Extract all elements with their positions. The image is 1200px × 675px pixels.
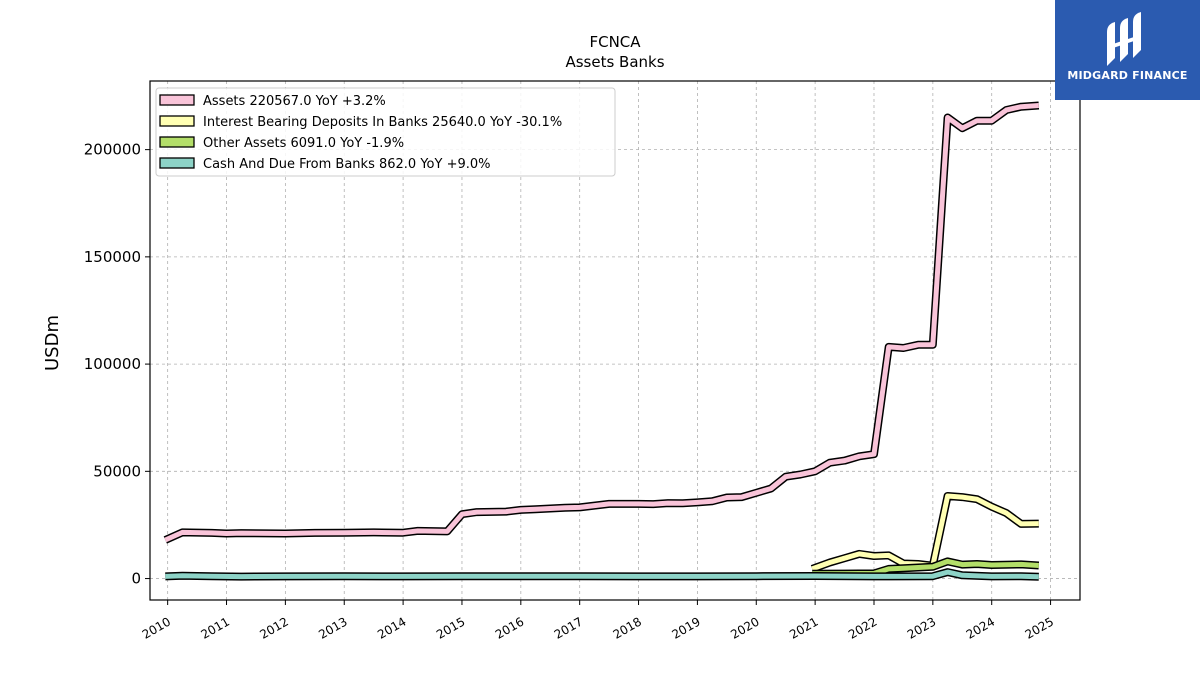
x-tick-label: 2019 <box>669 614 702 641</box>
x-tick-label: 2016 <box>493 614 526 641</box>
x-tick-label: 2011 <box>199 614 232 641</box>
legend-label: Other Assets 6091.0 YoY -1.9% <box>203 136 404 151</box>
y-axis-label: USDm <box>42 315 63 371</box>
legend-label: Cash And Due From Banks 862.0 YoY +9.0% <box>203 157 491 172</box>
y-tick-label: 200000 <box>84 141 141 159</box>
x-tick-label: 2020 <box>728 614 761 641</box>
x-tick-label: 2025 <box>1023 614 1056 641</box>
legend-label: Interest Bearing Deposits In Banks 25640… <box>203 115 562 130</box>
series-1 <box>810 492 1039 573</box>
chart-title: FCNCA <box>589 33 641 51</box>
logo-mark-icon <box>1107 12 1141 66</box>
x-tick-label: 2015 <box>434 614 467 641</box>
x-tick-label: 2012 <box>257 614 290 641</box>
x-tick-label: 2013 <box>316 614 349 641</box>
legend-box <box>155 87 616 177</box>
series-2 <box>812 557 1040 578</box>
x-tick-label: 2024 <box>964 614 997 641</box>
x-tick-label: 2018 <box>611 614 644 641</box>
legend-swatch <box>159 94 195 106</box>
y-tick-label: 150000 <box>84 248 141 266</box>
y-tick-label: 0 <box>131 570 141 588</box>
legend: Assets 220567.0 YoY +3.2% Interest Bearin… <box>155 87 616 177</box>
legend-swatch <box>159 136 195 148</box>
x-tick-label: 2014 <box>375 614 408 641</box>
x-tick-label: 2010 <box>140 614 173 641</box>
series-3 <box>165 568 1039 581</box>
legend-swatch <box>159 115 195 127</box>
series-line <box>164 103 1039 543</box>
y-tick-label: 50000 <box>93 462 141 480</box>
x-tick-label: 2022 <box>846 614 879 641</box>
y-tick-label: 100000 <box>84 355 141 373</box>
plot-frame <box>149 80 1081 601</box>
series-line <box>811 493 1039 572</box>
series-line <box>165 569 1039 580</box>
x-tick-label: 2017 <box>552 614 585 641</box>
legend-label: Assets 220567.0 YoY +3.2% <box>203 94 386 109</box>
series-0 <box>163 101 1040 544</box>
logo-text: MIDGARD FINANCE <box>1067 69 1188 82</box>
legend-swatch <box>159 157 195 169</box>
x-tick-label: 2021 <box>787 614 820 641</box>
chart-subtitle: Assets Banks <box>565 53 664 71</box>
series-layer <box>163 101 1040 581</box>
brand-logo: MIDGARD FINANCE <box>1055 0 1200 100</box>
x-tick-label: 2023 <box>905 614 938 641</box>
